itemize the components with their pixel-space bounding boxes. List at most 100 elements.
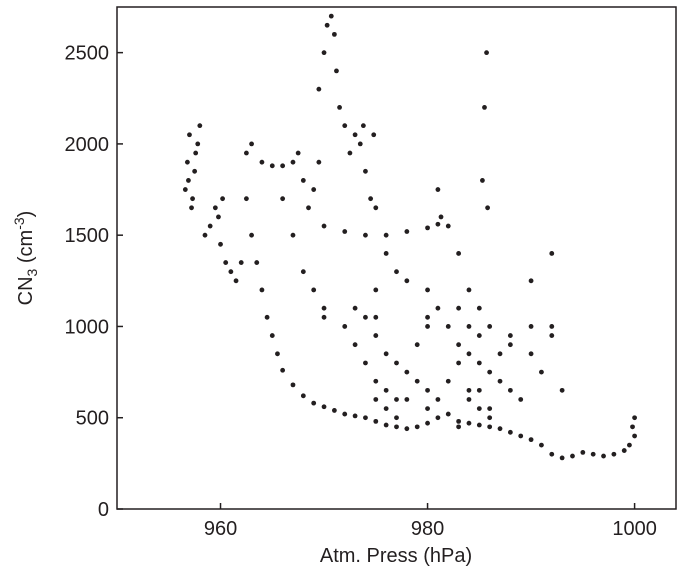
point — [476, 422, 482, 428]
point — [269, 163, 275, 169]
point — [306, 205, 311, 211]
point — [507, 333, 513, 338]
point — [184, 159, 190, 165]
point — [259, 287, 265, 293]
point — [373, 205, 379, 211]
point — [300, 269, 306, 275]
point — [487, 369, 493, 375]
point — [476, 333, 482, 338]
point — [363, 232, 368, 238]
point — [321, 50, 327, 56]
point — [497, 351, 503, 357]
point — [383, 406, 389, 411]
point — [212, 205, 218, 211]
x-tick-label: 960 — [204, 518, 237, 540]
y-label-end: ) — [15, 211, 37, 218]
point — [528, 278, 534, 284]
point — [580, 450, 586, 455]
point — [371, 132, 377, 138]
point — [404, 229, 410, 234]
point — [331, 31, 337, 37]
point — [337, 105, 342, 110]
y-label-sup: -3 — [11, 217, 27, 230]
point — [507, 387, 513, 393]
point — [435, 221, 441, 227]
point — [187, 132, 192, 138]
point — [482, 105, 487, 110]
point — [342, 411, 348, 417]
point — [249, 141, 254, 147]
point — [476, 305, 482, 311]
point — [425, 324, 430, 329]
point — [373, 378, 379, 384]
point — [290, 232, 296, 238]
point — [497, 378, 503, 384]
point — [480, 178, 485, 183]
y-tick-label: 500 — [76, 408, 109, 430]
point — [476, 406, 482, 411]
point — [435, 305, 441, 311]
y-label-mid: (cm — [15, 230, 37, 269]
point — [383, 232, 389, 238]
point — [632, 415, 637, 421]
y-tick-label: 2000 — [65, 134, 110, 156]
point — [518, 433, 524, 439]
point — [342, 324, 348, 329]
point — [311, 400, 317, 406]
point — [456, 342, 462, 348]
plot-frame — [116, 6, 677, 510]
point — [445, 223, 451, 229]
y-tick-label: 1500 — [65, 225, 110, 247]
point — [539, 442, 544, 448]
point — [394, 397, 399, 402]
point — [295, 150, 301, 156]
point — [331, 408, 337, 413]
point — [243, 150, 249, 156]
point — [487, 415, 493, 421]
point — [559, 387, 565, 393]
point — [383, 351, 389, 357]
point — [207, 223, 213, 229]
point — [414, 378, 420, 384]
point — [466, 287, 472, 293]
point — [445, 378, 451, 384]
point — [476, 387, 482, 393]
point — [487, 424, 493, 430]
point — [321, 223, 327, 229]
point — [363, 415, 368, 421]
point — [394, 269, 399, 275]
point — [466, 324, 472, 329]
point — [233, 278, 239, 284]
point — [414, 342, 420, 348]
point — [404, 397, 410, 402]
point — [300, 393, 306, 399]
point — [347, 150, 353, 156]
point — [342, 123, 348, 129]
point — [627, 442, 632, 448]
point — [190, 196, 195, 202]
point — [383, 251, 389, 256]
point — [445, 411, 451, 417]
point — [243, 196, 249, 202]
point — [383, 422, 389, 428]
point — [435, 397, 441, 402]
point — [456, 424, 462, 430]
y-tick-label: 1000 — [65, 316, 110, 338]
point — [290, 159, 296, 165]
point — [269, 333, 275, 338]
point — [621, 448, 627, 453]
point — [192, 168, 198, 174]
point — [228, 269, 234, 275]
point — [316, 86, 322, 92]
point — [394, 415, 399, 421]
point — [466, 397, 472, 402]
point — [394, 360, 399, 366]
point — [238, 260, 244, 265]
x-tick-label: 1000 — [612, 518, 657, 540]
point — [518, 397, 524, 402]
point — [321, 314, 327, 320]
point — [352, 305, 358, 311]
point — [507, 342, 513, 348]
point — [404, 278, 410, 284]
point — [363, 168, 368, 174]
